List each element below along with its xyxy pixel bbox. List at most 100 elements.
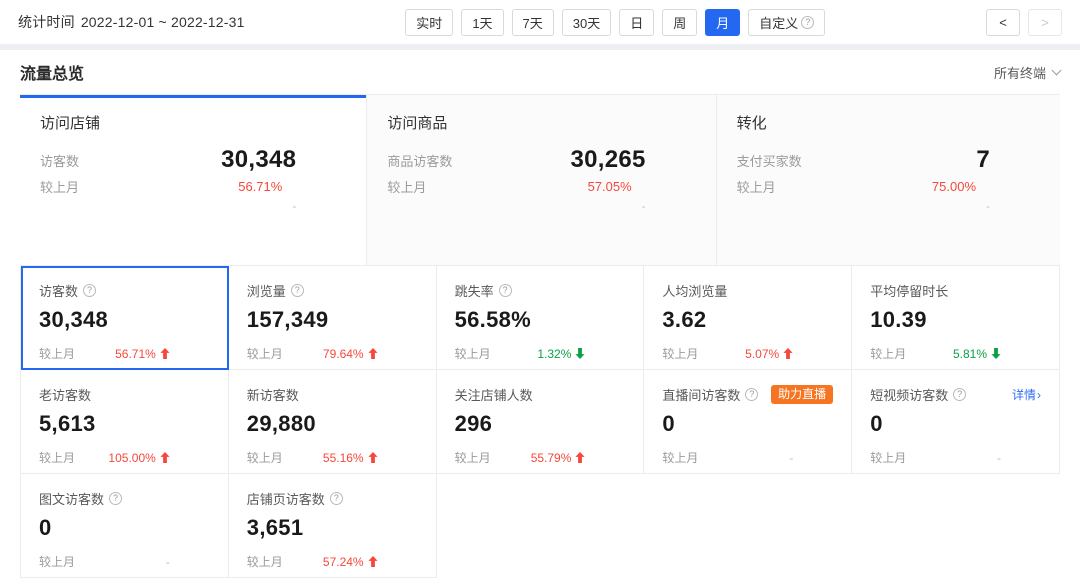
tab-card-visit-product[interactable]: 访问商品 商品访客数 30,265 较上月 57.05% - [367, 95, 717, 265]
metric-label: 商品访客数 [387, 153, 453, 169]
live-boost-badge[interactable]: 助力直播 [771, 385, 834, 404]
change-value: 105.00% [108, 449, 170, 466]
question-circle-icon[interactable]: ? [109, 492, 123, 505]
metric-label: 访客数 [40, 153, 80, 169]
range-button-day[interactable]: 日 [619, 8, 655, 36]
range-button-realtime[interactable]: 实时 [405, 8, 454, 36]
traffic-panel: 流量总览 所有终端 访问店铺 访客数 30,348 较上月 56.71% - 访… [0, 50, 1080, 578]
terminal-filter-dropdown[interactable]: 所有终端 [993, 63, 1062, 82]
chevron-down-icon [1051, 65, 1062, 76]
next-page-button[interactable]: > [1028, 8, 1062, 36]
range-button-custom[interactable]: 自定义? [748, 8, 826, 36]
question-circle-icon[interactable]: ? [290, 284, 304, 297]
prev-page-button[interactable]: < [986, 8, 1020, 36]
compare-sub-dash: - [641, 199, 646, 213]
metric-value: 0 [39, 515, 52, 540]
change-value: 55.16% [323, 449, 378, 466]
compare-label: 较上月 [246, 555, 283, 569]
metric-value: 3,651 [246, 515, 304, 540]
change-value: 57.05% [588, 179, 646, 194]
page-title: 流量总览 [20, 66, 85, 83]
metric-card-image-text-visitors[interactable]: 图文访客数 ? 0 较上月 - [21, 474, 229, 578]
detail-link[interactable]: 详情› [1011, 388, 1041, 402]
metric-label: 老访客数 [39, 388, 92, 403]
metric-value: 30,348 [221, 146, 297, 173]
metric-value: 0 [870, 411, 883, 436]
metric-value: 30,265 [570, 146, 646, 173]
range-button-month[interactable]: 月 [705, 8, 741, 36]
question-circle-icon[interactable]: ? [953, 388, 967, 401]
change-value: - [997, 450, 1001, 465]
change-value: 5.81% [953, 345, 1001, 362]
range-button-1day[interactable]: 1天 [461, 8, 504, 36]
top-toolbar: 统计时间 2022-12-01 ~ 2022-12-31 实时 1天 7天 30天日周月… [0, 0, 1080, 44]
section-separator [0, 44, 1080, 50]
compare-label: 较上月 [40, 180, 80, 195]
pager-buttons: < > [978, 8, 1062, 36]
metric-label: 支付买家数 [736, 153, 802, 169]
question-circle-icon[interactable]: ? [329, 492, 343, 505]
metric-card-visitors[interactable]: 访客数 ? 30,348 较上月 56.71% [21, 266, 229, 370]
metric-value: 30,348 [39, 307, 109, 332]
metric-label: 新访客数 [246, 388, 299, 403]
question-circle-icon[interactable]: ? [83, 284, 97, 297]
arrow-down-icon [575, 348, 585, 359]
metric-label: 图文访客数 [39, 492, 105, 507]
change-value: 75.00% [932, 179, 990, 194]
compare-label: 较上月 [246, 347, 283, 361]
metric-label: 浏览量 [246, 284, 286, 299]
metric-card-avg-stay-time[interactable]: 平均停留时长 10.39 较上月 5.81% [852, 266, 1060, 370]
section-header: 流量总览 所有终端 [0, 50, 1080, 94]
metric-card-bounce-rate[interactable]: 跳失率 ? 56.58% 较上月 1.32% [436, 266, 645, 370]
compare-label: 较上月 [870, 451, 907, 465]
stat-time-label: 统计时间 [18, 14, 75, 30]
overview-tab-cards: 访问店铺 访客数 30,348 较上月 56.71% - 访问商品 商品访客数 … [20, 94, 1060, 265]
compare-sub-dash: - [986, 199, 990, 213]
metric-card-new-visitors[interactable]: 新访客数 29,880 较上月 55.16% [228, 370, 437, 474]
change-value: - [789, 450, 794, 465]
terminal-filter-label: 所有终端 [993, 65, 1046, 81]
arrow-up-icon [367, 348, 378, 359]
compare-label: 较上月 [736, 180, 776, 195]
metric-card-short-video-visitors[interactable]: 短视频访客数 ? 详情› 0 较上月 - [852, 370, 1060, 474]
metric-card-pageviews[interactable]: 浏览量 ? 157,349 较上月 79.64% [228, 266, 437, 370]
range-buttons: 实时 1天 7天 30天日周月自定义? [397, 8, 826, 36]
range-button-30days[interactable]: 30天 [561, 8, 612, 36]
compare-label: 较上月 [39, 451, 76, 465]
metric-grid: 访客数 ? 30,348 较上月 56.71% 浏览量 ? 157,349 较上… [20, 265, 1060, 578]
arrow-up-icon [367, 452, 378, 463]
metric-card-returning-visitors[interactable]: 老访客数 5,613 较上月 105.00% [21, 370, 229, 474]
metric-label: 人均浏览量 [662, 284, 728, 299]
change-value: 56.71% [115, 345, 170, 362]
metric-label: 短视频访客数 [870, 388, 949, 403]
stat-time: 统计时间 2022-12-01 ~ 2022-12-31 [18, 12, 245, 32]
metric-card-live-room-visitors[interactable]: 直播间访客数 ? 助力直播 0 较上月 - [644, 370, 853, 474]
metric-card-avg-pageviews[interactable]: 人均浏览量 3.62 较上月 5.07% [644, 266, 853, 370]
metric-value: 7 [976, 146, 990, 173]
tab-card-visit-shop[interactable]: 访问店铺 访客数 30,348 较上月 56.71% - [20, 95, 368, 265]
compare-label: 较上月 [662, 347, 699, 361]
compare-label: 较上月 [39, 555, 76, 569]
metric-value: 296 [454, 411, 493, 436]
compare-label: 较上月 [246, 451, 283, 465]
question-circle-icon[interactable]: ? [745, 388, 759, 401]
metric-card-shop-followers[interactable]: 关注店铺人数 296 较上月 55.79% [436, 370, 645, 474]
arrow-up-icon [783, 348, 793, 359]
metric-value: 10.39 [870, 307, 927, 332]
question-circle-icon[interactable]: ? [498, 284, 512, 297]
compare-label: 较上月 [454, 451, 491, 465]
chevron-right-icon: › [1037, 388, 1041, 402]
tab-card-title: 转化 [736, 115, 767, 132]
metric-value: 56.58% [454, 307, 532, 332]
range-button-7days[interactable]: 7天 [511, 8, 554, 36]
compare-sub-dash: - [292, 199, 297, 213]
change-value: 5.07% [745, 345, 793, 362]
metric-card-shop-page-visitors[interactable]: 店铺页访客数 ? 3,651 较上月 57.24% [228, 474, 437, 578]
arrow-up-icon [636, 181, 646, 192]
compare-label: 较上月 [870, 347, 907, 361]
range-button-week[interactable]: 周 [662, 8, 698, 36]
arrow-up-icon [286, 181, 296, 192]
tab-card-title: 访问店铺 [40, 115, 101, 132]
change-value: 79.64% [323, 345, 378, 362]
tab-card-conversion[interactable]: 转化 支付买家数 7 较上月 75.00% - [716, 95, 1060, 265]
